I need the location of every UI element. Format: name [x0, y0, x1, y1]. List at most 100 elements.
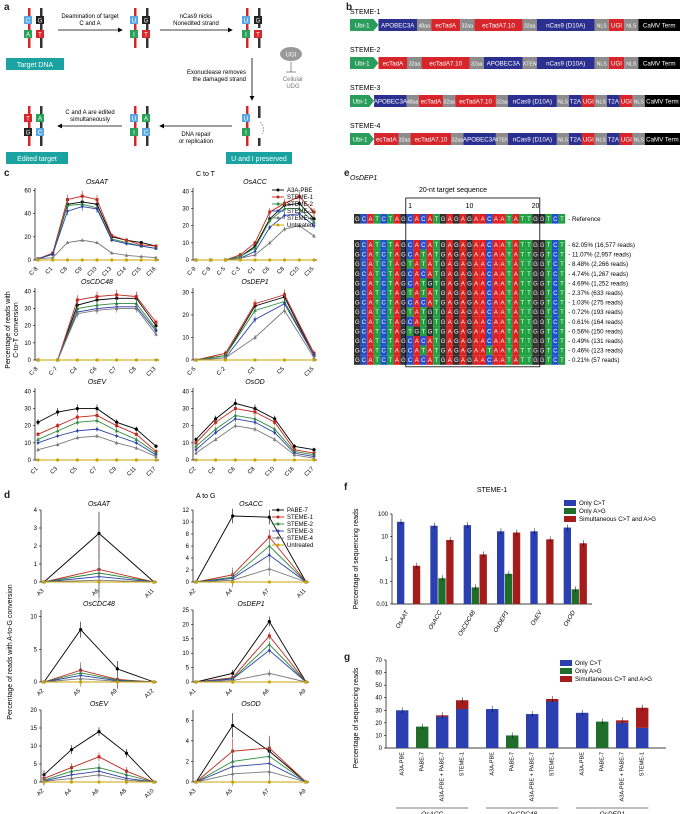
construct-part-label: UGI [583, 137, 594, 144]
base-cell [552, 259, 559, 269]
base-cell [360, 297, 368, 308]
base-cell [525, 326, 533, 336]
base-cell [519, 316, 526, 327]
base-cell [558, 288, 566, 298]
base-letter: C [382, 329, 387, 335]
base-cell [354, 326, 361, 336]
panel-e-pos-label: 10 [466, 203, 474, 210]
base-letter: A [514, 243, 518, 249]
base-letter: T [375, 358, 379, 364]
base-cell [552, 268, 559, 279]
read-label: - 0.21% (57 reads) [568, 357, 619, 364]
x-tick-label: A5 [225, 788, 234, 797]
x-tick-label: C7 [89, 466, 98, 475]
base-letter: C [487, 262, 492, 268]
base-letter: T [520, 243, 524, 249]
x-tick-label: A7 [261, 788, 270, 797]
base-cell [393, 288, 401, 298]
construct-part-label: 48aa [418, 24, 430, 30]
x-tick-label: A3 [36, 588, 45, 597]
base-letter: A [481, 262, 485, 268]
base-cell [433, 249, 440, 260]
bar-only-c-t [397, 521, 405, 604]
base-letter: G [540, 243, 545, 249]
base-letter: T [435, 217, 439, 223]
base-letter: C [421, 272, 426, 278]
legend-marker [276, 529, 280, 533]
base-letter: G [355, 320, 360, 326]
base-letter: T [435, 358, 439, 364]
base-cell [532, 278, 539, 288]
base-letter: A [415, 358, 419, 364]
y-tick-label: 2 [34, 544, 38, 550]
base-cell [519, 268, 526, 279]
base-letter: C [382, 217, 387, 223]
base-cell [545, 214, 552, 224]
data-point [56, 424, 60, 428]
data-point [65, 258, 70, 262]
x-tick-label: C13 [146, 366, 158, 378]
base-letter: A [428, 272, 432, 278]
step2-line2: Nonedited strand [173, 21, 219, 27]
base-letter: T [421, 349, 425, 355]
base-letter: C [487, 281, 492, 287]
base-letter: A [494, 281, 498, 287]
base-cell [525, 336, 533, 346]
base-cell [486, 278, 493, 288]
series-line-steme-2 [195, 545, 307, 583]
base-cell [400, 259, 407, 269]
base-cell [552, 249, 559, 260]
base-letter: G [355, 349, 360, 355]
construct-name-steme-4: STEME-4 [350, 123, 380, 130]
base-cell [459, 336, 467, 346]
base-letter: A [514, 339, 518, 345]
base-cell [380, 307, 387, 317]
base-cell [433, 316, 440, 327]
base-letter: A [448, 349, 452, 355]
base-cell [459, 297, 467, 308]
base-letter: C [382, 253, 387, 259]
base-letter: A [474, 339, 478, 345]
construct-part-ncas9-d10a [507, 95, 557, 107]
base-letter: T [421, 320, 425, 326]
base-cell [479, 345, 486, 356]
construct-part-label: 32aa [471, 62, 483, 68]
data-point [194, 441, 198, 445]
base-cell [479, 268, 486, 279]
base-cell [439, 355, 447, 365]
legend-swatch-only-a-g [560, 668, 572, 674]
base-letter: G [441, 281, 446, 287]
base-cell [406, 214, 414, 224]
base-cell [505, 345, 513, 356]
data-point [124, 258, 129, 262]
base-letter: G [467, 358, 472, 364]
data-point [233, 423, 238, 428]
base-letter: G [467, 339, 472, 345]
base-cell [472, 278, 480, 288]
construct-part-ubi [350, 19, 379, 31]
data-point [267, 535, 271, 539]
construct-part-label: Ubi-1 [353, 99, 368, 106]
data-point [267, 515, 271, 519]
schematic-target-dna: C G A T [24, 8, 44, 48]
chart-title-osaat: OsAAT [88, 501, 111, 508]
base-cell [413, 259, 420, 269]
base-cell [354, 259, 361, 269]
base-cell [453, 326, 460, 336]
construct-part-32aa [451, 133, 464, 145]
construct-part-label: CaMV Term [643, 23, 676, 30]
panel-letter-d: d [4, 490, 11, 501]
x-tick-label: C1 [45, 266, 54, 275]
base-letter: G [441, 272, 446, 278]
base-cell [354, 336, 361, 346]
x-tick-label: A9 [298, 688, 307, 697]
base-cell [367, 259, 374, 269]
base-cell [519, 336, 526, 346]
base-letter: T [507, 262, 511, 268]
base-letter: A [494, 272, 498, 278]
base-letter: C [553, 301, 558, 307]
base-letter: C [382, 349, 387, 355]
base-c-6: C [38, 131, 43, 137]
cellular-udg-line2: UDG [286, 84, 300, 90]
base-cell [406, 297, 414, 308]
